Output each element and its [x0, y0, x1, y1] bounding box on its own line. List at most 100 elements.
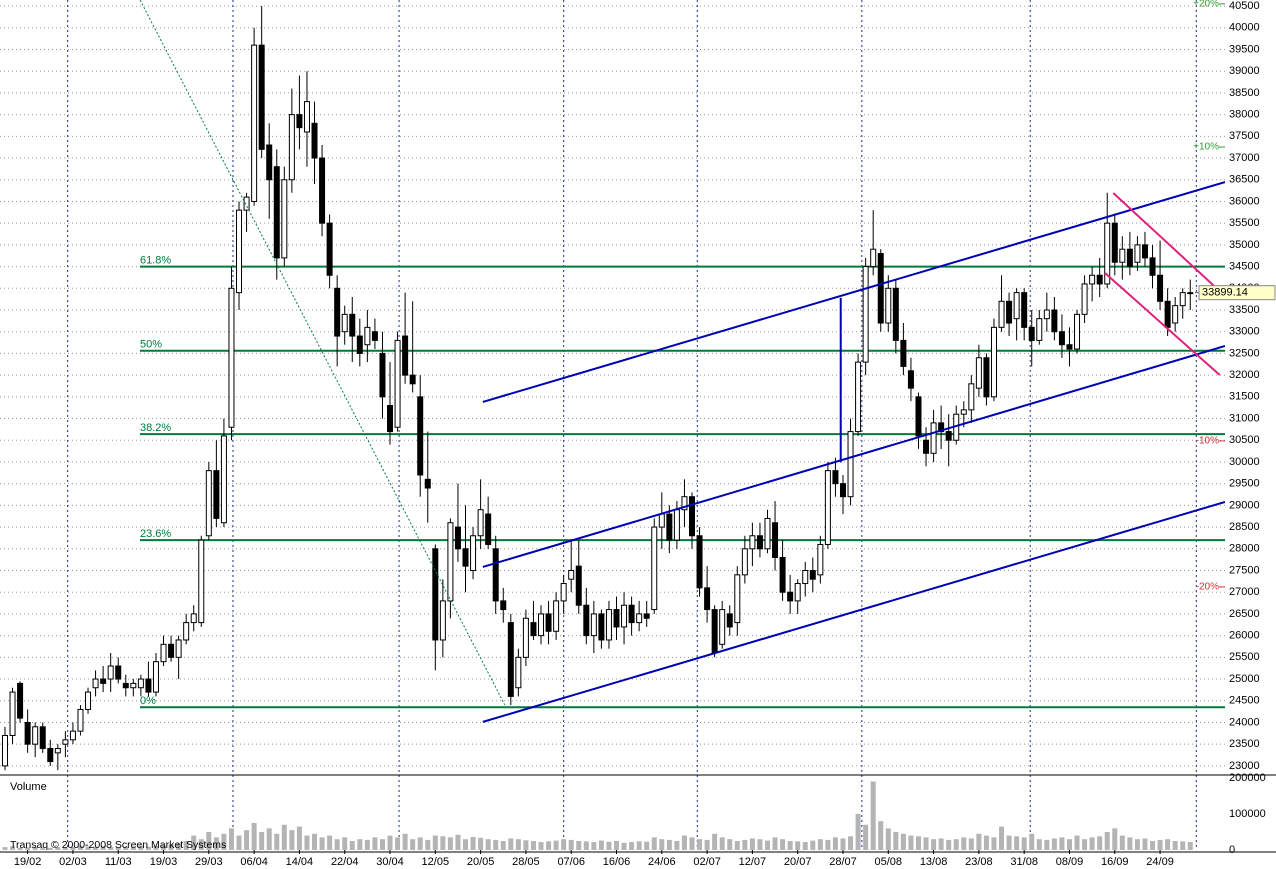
y-tick-label: 35000 — [1229, 239, 1260, 251]
candle-body — [749, 535, 756, 550]
candle-body — [892, 287, 899, 341]
candle-body — [522, 617, 529, 658]
volume-bar — [629, 842, 635, 850]
candle-body — [855, 361, 862, 433]
candle-body — [1081, 283, 1088, 315]
candle-body — [205, 470, 212, 537]
candle-body — [1036, 318, 1043, 341]
volume-bar — [1180, 841, 1186, 850]
y-tick-label: 33000 — [1229, 326, 1260, 338]
volume-bar — [1044, 839, 1050, 850]
volume-bar — [848, 836, 854, 850]
last-price-box — [1198, 285, 1276, 301]
volume-bar — [817, 839, 823, 850]
volume-bar — [259, 831, 265, 850]
candle-body — [824, 470, 831, 545]
volume-bar — [100, 846, 106, 850]
volume-bar — [1142, 838, 1148, 850]
candle-body — [47, 748, 54, 763]
percent-label: +20% — [1193, 0, 1219, 10]
y-tick-label: 37500 — [1229, 130, 1260, 142]
x-tick-label: 07/06 — [557, 856, 585, 868]
volume-bar — [228, 828, 234, 850]
candle-body — [424, 478, 431, 489]
fib-label: 50% — [140, 339, 162, 351]
candle-body — [1089, 274, 1096, 285]
y-tick-label: 35500 — [1229, 217, 1260, 229]
candle-body — [666, 513, 673, 541]
x-tick-label: 02/03 — [59, 856, 87, 868]
volume-bar — [130, 846, 136, 850]
volume-bar — [463, 839, 469, 850]
candle-body — [673, 509, 680, 541]
candle-body — [1164, 300, 1171, 328]
candle-body — [915, 396, 922, 437]
candle-body — [447, 522, 454, 602]
candle-body — [341, 313, 348, 333]
volume-bar — [357, 839, 363, 850]
candle-body — [402, 335, 409, 376]
volume-bar — [395, 837, 401, 850]
volume-bar — [961, 837, 967, 850]
volume-bar — [931, 839, 937, 850]
volume-bar — [1059, 837, 1065, 850]
percent-label: -10% — [1196, 436, 1219, 447]
candle-body — [1172, 305, 1179, 324]
candle-body — [85, 691, 92, 710]
candle-body — [115, 665, 122, 680]
candle-body — [190, 613, 197, 624]
volume-bar — [93, 846, 99, 850]
volume-bar — [1134, 839, 1140, 850]
candle-body — [39, 726, 46, 750]
candle-body — [553, 600, 560, 632]
candle-body — [968, 383, 975, 411]
volume-bar — [938, 838, 944, 850]
volume-bar — [885, 828, 891, 850]
candle-body — [598, 613, 605, 641]
volume-bar — [198, 839, 204, 850]
candle-body — [1028, 326, 1035, 341]
candle-body — [152, 661, 159, 693]
x-tick-label: 30/04 — [376, 856, 404, 868]
trend-line — [1112, 192, 1225, 297]
candle-body — [907, 370, 914, 389]
candle-body — [756, 535, 763, 550]
volume-bar — [191, 835, 197, 850]
y-tick-label: 36500 — [1229, 174, 1260, 186]
trend-line — [482, 345, 1225, 568]
volume-bar — [500, 840, 506, 850]
candle-body — [885, 287, 892, 324]
candle-body — [477, 509, 484, 537]
candle-body — [1058, 331, 1065, 346]
x-tick-label: 29/03 — [195, 856, 223, 868]
candle-body — [681, 496, 688, 511]
volume-bar — [77, 845, 83, 850]
candle-body — [575, 565, 582, 606]
volume-bar — [266, 828, 272, 850]
trend-line — [482, 500, 1225, 723]
volume-bar — [636, 841, 642, 850]
candle-body — [168, 643, 175, 658]
y-tick-label: 29500 — [1229, 478, 1260, 490]
candle-body — [998, 300, 1005, 328]
volume-bar — [206, 831, 212, 850]
volume-bar — [1082, 839, 1088, 850]
volume-bar — [168, 844, 174, 850]
candle-body — [349, 313, 356, 337]
volume-bar — [734, 840, 740, 850]
candle-body — [734, 574, 741, 624]
candle-body — [862, 266, 869, 363]
candle-body — [688, 496, 695, 537]
volume-bar — [825, 839, 831, 850]
y-tick-label: 27000 — [1229, 586, 1260, 598]
x-tick-label: 28/07 — [829, 856, 857, 868]
volume-bar — [455, 834, 461, 850]
candle-body — [213, 470, 220, 519]
candle-body — [1149, 257, 1156, 276]
candle-body — [485, 513, 492, 545]
candle-body — [1074, 313, 1081, 350]
volume-bar — [251, 822, 257, 850]
volume-bar — [1021, 837, 1027, 850]
volume-bar — [387, 835, 393, 850]
